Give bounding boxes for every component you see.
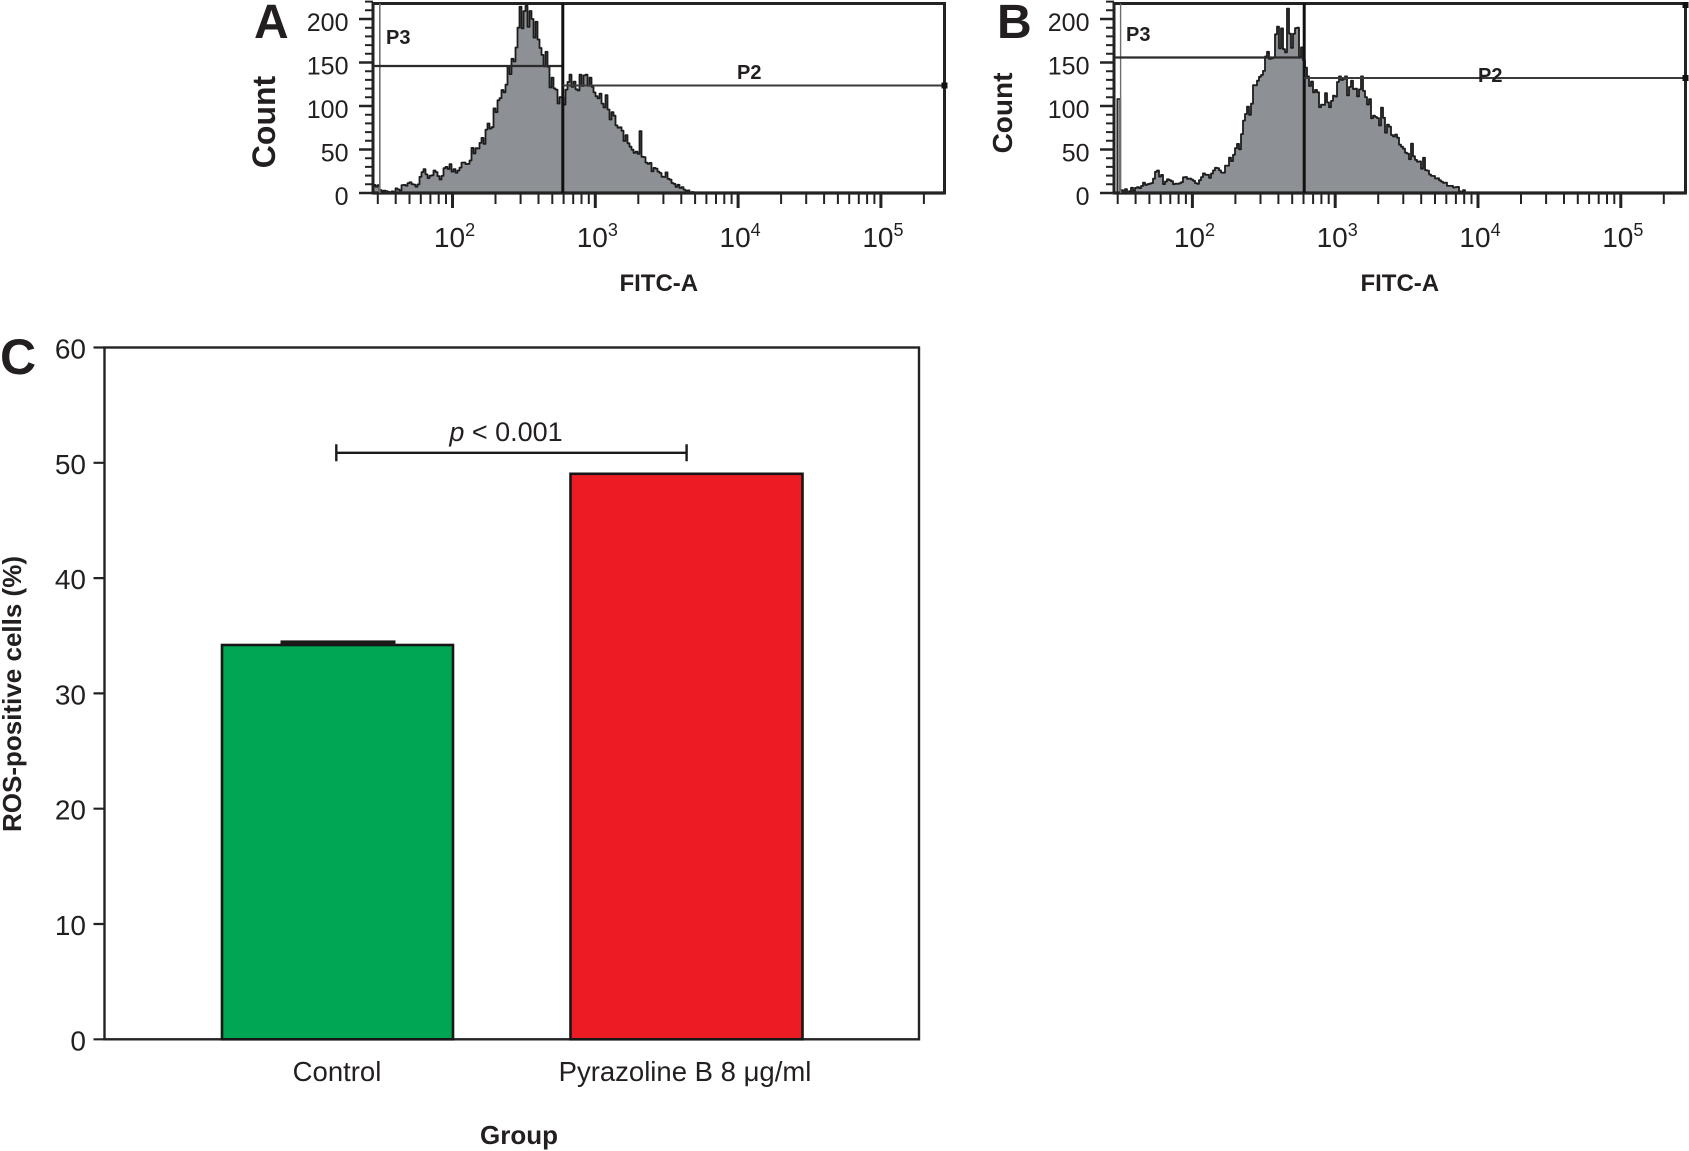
svg-text:0: 0 bbox=[70, 1025, 86, 1056]
svg-text:FITC-A: FITC-A bbox=[619, 270, 698, 297]
svg-text:p < 0.001: p < 0.001 bbox=[448, 417, 562, 447]
svg-text:60: 60 bbox=[55, 334, 86, 365]
svg-text:30: 30 bbox=[55, 679, 86, 710]
svg-text:150: 150 bbox=[1048, 53, 1090, 81]
svg-text:P3: P3 bbox=[386, 27, 410, 49]
svg-text:ROS-positive cells (%): ROS-positive cells (%) bbox=[0, 556, 27, 832]
svg-text:P3: P3 bbox=[1126, 24, 1150, 46]
svg-text:102: 102 bbox=[434, 220, 475, 253]
svg-text:C: C bbox=[0, 329, 36, 385]
svg-text:20: 20 bbox=[55, 795, 86, 826]
svg-text:50: 50 bbox=[321, 140, 349, 168]
svg-text:100: 100 bbox=[1048, 96, 1090, 124]
svg-text:Pyrazoline B 8 μg/ml: Pyrazoline B 8 μg/ml bbox=[559, 1056, 812, 1087]
svg-text:200: 200 bbox=[1048, 9, 1090, 37]
svg-text:10: 10 bbox=[55, 910, 86, 941]
svg-text:50: 50 bbox=[55, 449, 86, 480]
svg-text:Count: Count bbox=[246, 75, 282, 168]
svg-text:B: B bbox=[997, 0, 1032, 49]
svg-text:FITC-A: FITC-A bbox=[1360, 270, 1439, 297]
svg-text:100: 100 bbox=[307, 96, 349, 124]
svg-text:0: 0 bbox=[335, 183, 349, 211]
svg-text:150: 150 bbox=[307, 53, 349, 81]
svg-text:Group: Group bbox=[480, 1120, 558, 1150]
svg-text:P2: P2 bbox=[1478, 65, 1502, 87]
svg-text:200: 200 bbox=[307, 9, 349, 37]
svg-text:Count: Count bbox=[987, 73, 1018, 154]
svg-text:Control: Control bbox=[293, 1056, 382, 1087]
svg-text:40: 40 bbox=[55, 564, 86, 595]
svg-text:105: 105 bbox=[1602, 220, 1643, 253]
svg-text:P2: P2 bbox=[737, 62, 761, 84]
svg-text:0: 0 bbox=[1076, 183, 1090, 211]
svg-text:105: 105 bbox=[862, 220, 903, 253]
svg-text:50: 50 bbox=[1062, 140, 1090, 168]
svg-text:A: A bbox=[254, 0, 289, 49]
